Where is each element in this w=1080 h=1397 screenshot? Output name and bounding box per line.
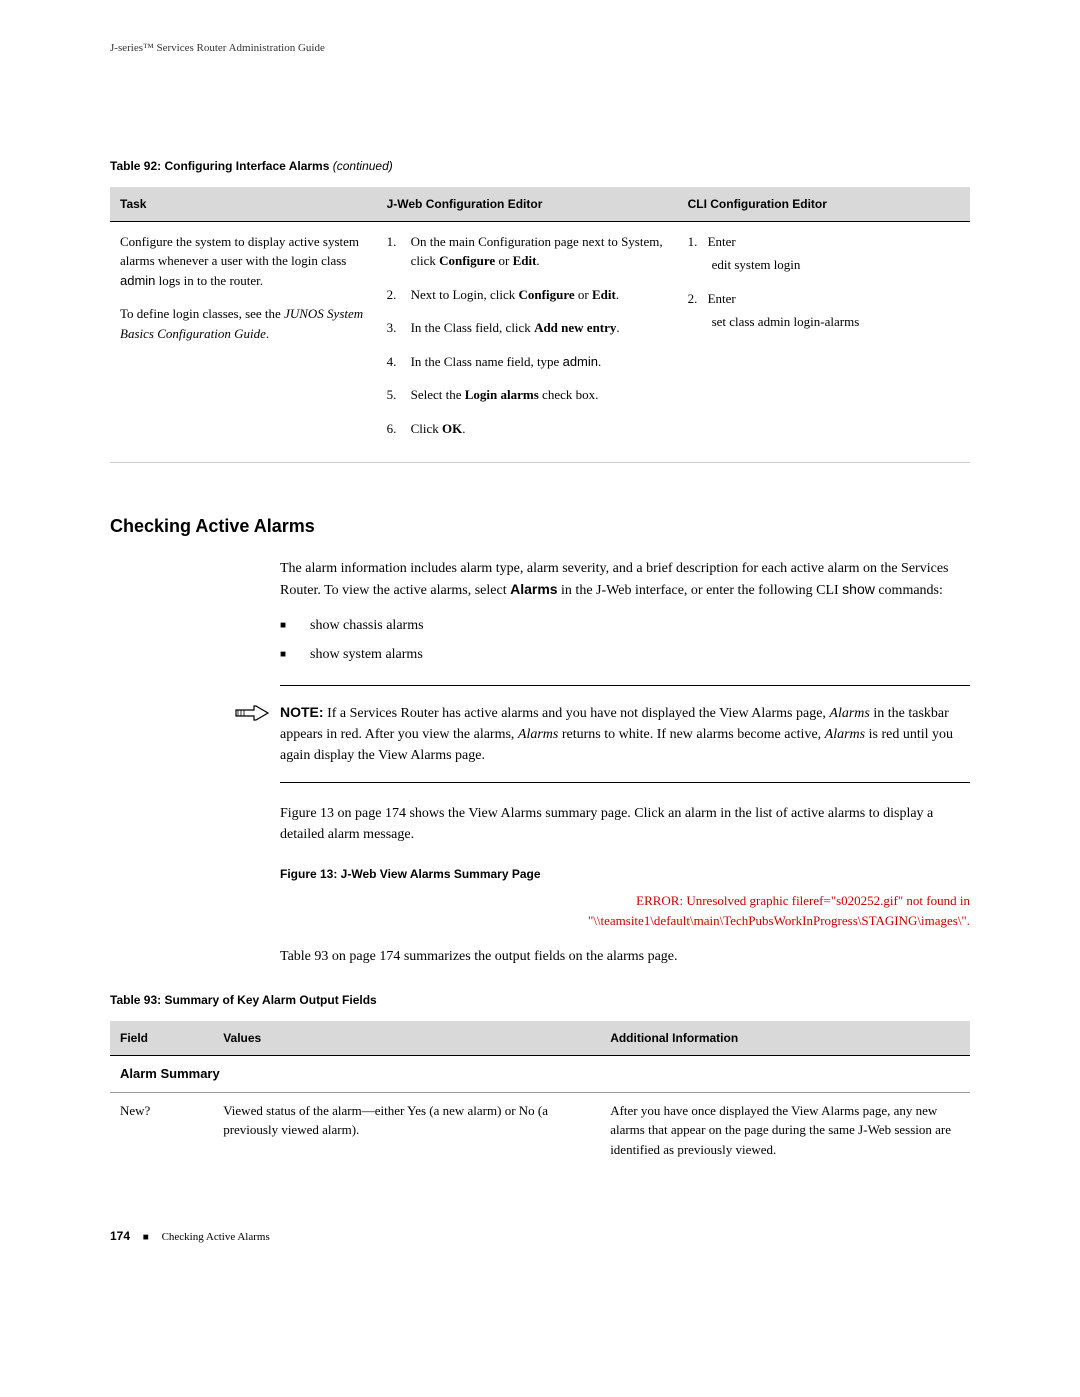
text: admin bbox=[120, 273, 155, 288]
text: Configure the system to display active s… bbox=[120, 234, 359, 269]
th-task: Task bbox=[110, 187, 377, 222]
text: Alarms bbox=[825, 727, 865, 742]
th-values: Values bbox=[213, 1021, 600, 1056]
square-bullet-icon: ■ bbox=[143, 1232, 149, 1243]
text: If a Services Router has active alarms a… bbox=[324, 706, 830, 721]
list-item: On the main Configuration page next to S… bbox=[387, 232, 668, 271]
note-label: NOTE: bbox=[280, 704, 324, 720]
footer-title: Checking Active Alarms bbox=[162, 1231, 270, 1243]
cell-jweb: On the main Configuration page next to S… bbox=[377, 221, 678, 463]
cell-cli: 1.Enteredit system login 2.Enterset class… bbox=[678, 221, 970, 463]
table92-caption-suffix: (continued) bbox=[333, 159, 393, 173]
th-cli: CLI Configuration Editor bbox=[678, 187, 970, 222]
text: ERROR: Unresolved graphic fileref="s0202… bbox=[636, 893, 970, 908]
text: logs in to the router. bbox=[155, 273, 263, 288]
page-number: 174 bbox=[110, 1229, 130, 1243]
th-field: Field bbox=[110, 1021, 213, 1056]
text: Alarms bbox=[829, 706, 869, 721]
text: commands: bbox=[875, 583, 943, 598]
table93: Field Values Additional Information Alar… bbox=[110, 1021, 970, 1167]
text: in the J-Web interface, or enter the fol… bbox=[558, 583, 843, 598]
table92: Task J-Web Configuration Editor CLI Conf… bbox=[110, 187, 970, 464]
list-item: show chassis alarms bbox=[280, 615, 970, 636]
table92-caption-text: Table 92: Configuring Interface Alarms bbox=[110, 159, 329, 173]
table-ref-paragraph: Table 93 on page 174 summarizes the outp… bbox=[280, 946, 970, 967]
table-row: New? Viewed status of the alarm—either Y… bbox=[110, 1092, 970, 1167]
cell-values: Viewed status of the alarm—either Yes (a… bbox=[213, 1092, 600, 1167]
list-item: Click OK. bbox=[387, 419, 668, 439]
list-item: In the Class name field, type admin. bbox=[387, 352, 668, 372]
cell-addl: After you have once displayed the View A… bbox=[600, 1092, 970, 1167]
error-message: ERROR: Unresolved graphic fileref="s0202… bbox=[110, 891, 970, 930]
table92-caption: Table 92: Configuring Interface Alarms (… bbox=[110, 157, 970, 175]
text: Alarms bbox=[518, 727, 558, 742]
note-text: NOTE: If a Services Router has active al… bbox=[280, 702, 970, 766]
table-row: Configure the system to display active s… bbox=[110, 221, 970, 463]
command-list: show chassis alarms show system alarms bbox=[280, 615, 970, 665]
section-cell: Alarm Summary bbox=[110, 1056, 970, 1093]
figure13-caption: Figure 13: J-Web View Alarms Summary Pag… bbox=[280, 865, 970, 883]
running-head: J-series™ Services Router Administration… bbox=[110, 40, 970, 57]
hand-pointing-icon bbox=[234, 702, 270, 731]
th-addl: Additional Information bbox=[600, 1021, 970, 1056]
text: "\\teamsite1\default\main\TechPubsWorkIn… bbox=[588, 913, 970, 928]
text: To define login classes, see the bbox=[120, 306, 284, 321]
table93-caption: Table 93: Summary of Key Alarm Output Fi… bbox=[110, 991, 970, 1009]
cli-step: 1.Enteredit system login bbox=[688, 232, 960, 275]
list-item: In the Class field, click Add new entry. bbox=[387, 318, 668, 338]
table-section-row: Alarm Summary bbox=[110, 1056, 970, 1093]
list-item: show system alarms bbox=[280, 644, 970, 665]
intro-paragraph: The alarm information includes alarm typ… bbox=[280, 558, 970, 601]
th-jweb: J-Web Configuration Editor bbox=[377, 187, 678, 222]
list-item: Next to Login, click Configure or Edit. bbox=[387, 285, 668, 305]
text: show bbox=[842, 581, 875, 597]
text: returns to white. If new alarms become a… bbox=[558, 727, 824, 742]
list-item: Select the Login alarms check box. bbox=[387, 385, 668, 405]
figure-ref-paragraph: Figure 13 on page 174 shows the View Ala… bbox=[280, 803, 970, 845]
text: Alarms bbox=[510, 581, 557, 597]
cell-task: Configure the system to display active s… bbox=[110, 221, 377, 463]
note-block: NOTE: If a Services Router has active al… bbox=[280, 685, 970, 783]
text: . bbox=[266, 326, 269, 341]
section-heading: Checking Active Alarms bbox=[110, 513, 970, 540]
page-footer: 174 ■ Checking Active Alarms bbox=[110, 1227, 970, 1246]
cell-field: New? bbox=[110, 1092, 213, 1167]
cli-step: 2.Enterset class admin login-alarms bbox=[688, 289, 960, 332]
